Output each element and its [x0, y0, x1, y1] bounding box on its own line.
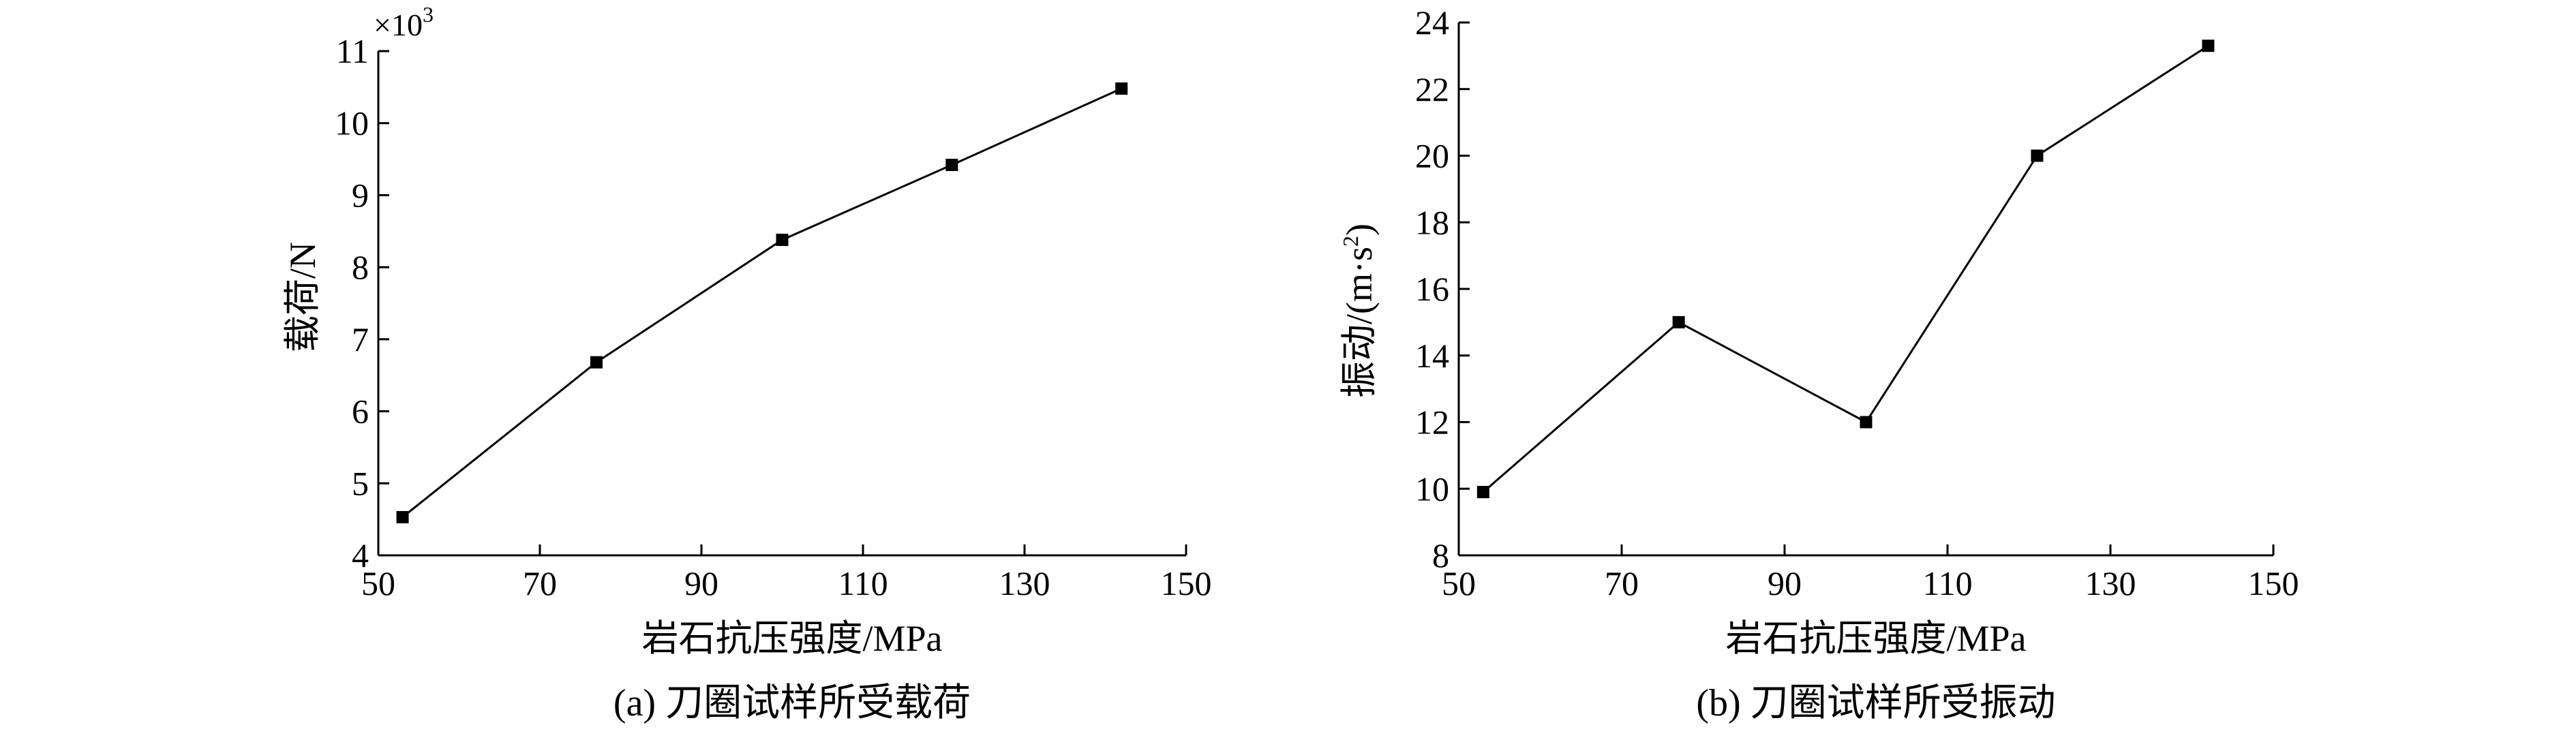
data-point-marker: [2031, 149, 2044, 162]
x-tick-label: 50: [1442, 564, 1476, 602]
y-tick-label: 18: [1415, 203, 1449, 241]
y-tick-label: 16: [1415, 270, 1449, 308]
chart-a-ticks: 50 70 90 110 130 150 4 5 6 7 8 9 10 11: [335, 32, 1212, 602]
x-tick-label: 150: [2248, 564, 2299, 602]
data-point-marker: [1672, 315, 1685, 328]
data-point-marker: [1860, 416, 1873, 429]
chart-b-caption: (b) 刀圈试样所受振动: [1696, 682, 2055, 724]
x-tick-label: 130: [999, 564, 1050, 602]
y-tick-label: 7: [352, 320, 369, 358]
data-point-marker: [776, 233, 789, 246]
chart-a-caption: (a) 刀圈试样所受载荷: [613, 682, 971, 724]
data-point-marker: [2202, 40, 2215, 52]
y-tick-label: 5: [352, 464, 369, 502]
x-tick-label: 110: [838, 564, 888, 602]
y-tick-label: 14: [1415, 337, 1449, 375]
series-line: [401, 87, 1122, 519]
chart-a-y-multiplier: ×103: [374, 2, 434, 42]
chart-a-axes: [377, 51, 1186, 557]
y-tick-label: 11: [336, 32, 369, 70]
x-tick-label: 50: [361, 564, 395, 602]
y-tick-label: 4: [352, 536, 369, 574]
x-tick-label: 70: [523, 564, 557, 602]
chart-b-ticks: 50 70 90 110 130 150 8 10 12 14 16 18 20 22 24: [1415, 3, 2299, 602]
chart-b-axes: [1457, 22, 2273, 557]
y-tick-label: 20: [1415, 137, 1449, 175]
chart-b-vibration: 50 70 90 110 130 150 8 10 12 14 16 18 20 22 24 振动/(m·s…: [1338, 3, 2299, 724]
data-point-marker: [1476, 486, 1489, 499]
x-tick-label: 70: [1605, 564, 1639, 602]
y-tick-label: 8: [1432, 536, 1449, 574]
data-point-marker: [396, 510, 409, 523]
y-tick-label: 10: [1415, 469, 1449, 508]
chart-b-series: [1476, 40, 2215, 499]
y-tick-label: 12: [1415, 403, 1449, 442]
chart-a-y-axis-title: 载荷/N: [282, 242, 323, 352]
data-point-marker: [1115, 82, 1128, 95]
x-tick-label: 90: [684, 564, 718, 602]
chart-b-y-axis-title: 振动/(m·s2): [1338, 223, 1380, 398]
x-tick-label: 110: [1922, 564, 1972, 602]
chart-a-load: 50 70 90 110 130 150 4 5 6 7 8 9 10 11 ×103 载荷/N 岩石抗压…: [282, 2, 1212, 724]
x-tick-label: 150: [1161, 564, 1212, 602]
series-line: [1482, 44, 2209, 493]
y-tick-label: 9: [352, 176, 369, 214]
x-tick-label: 130: [2085, 564, 2136, 602]
y-tick-label: 8: [352, 248, 369, 286]
x-tick-label: 90: [1768, 564, 1802, 602]
data-point-marker: [945, 159, 958, 172]
chart-b-x-axis-title: 岩石抗压强度/MPa: [1725, 618, 2026, 659]
y-tick-label: 10: [335, 104, 369, 142]
y-tick-label: 24: [1415, 3, 1449, 42]
y-tick-label: 22: [1415, 70, 1449, 108]
data-point-marker: [590, 356, 603, 369]
y-tick-label: 6: [352, 392, 369, 431]
chart-a-x-axis-title: 岩石抗压强度/MPa: [641, 618, 942, 659]
chart-a-series: [396, 82, 1128, 523]
